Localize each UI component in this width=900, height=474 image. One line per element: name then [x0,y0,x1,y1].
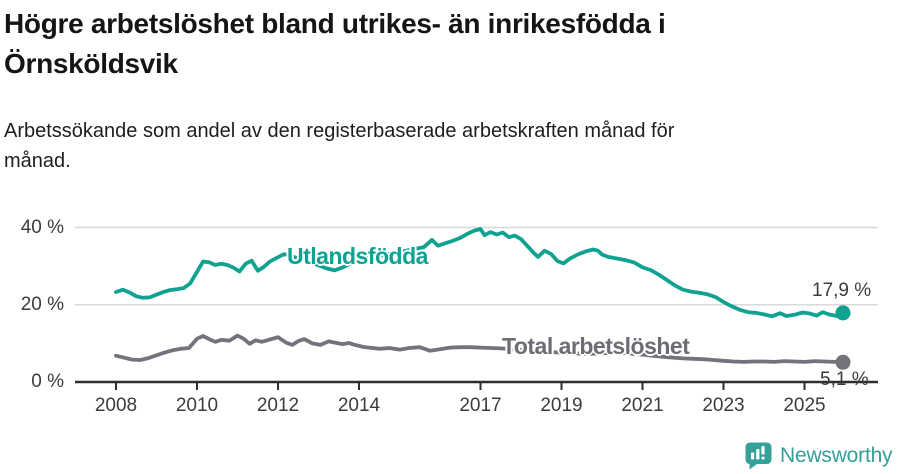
x-tick-label: 2008 [94,395,138,416]
series-line-total [114,333,845,365]
end-value-label-utlandsfodda: 17,9 % [812,280,872,301]
series-label-total: Total arbetslöshet [502,333,690,359]
chart-subtitle: Arbetssökande som andel av den registerb… [4,116,892,176]
series-label-utlandsfodda: Utlandsfödda [287,243,428,269]
x-tick-label: 2019 [540,395,583,416]
x-tick-label: 2010 [175,395,219,416]
y-tick-label: 20 % [20,293,64,315]
chart-subtitle-line1: Arbetssökande som andel av den registerb… [4,120,675,142]
chart-title-line2: Örnsköldsvik [4,48,178,79]
y-tick-label: 0 % [31,371,64,392]
chart-title: Högre arbetslöshet bland utrikes- än inr… [4,4,892,84]
chart-subtitle-line2: månad. [4,150,71,172]
series-end-dot-utlandsfodda [835,305,851,321]
newsworthy-logo-icon [745,442,772,470]
chart-title-line1: Högre arbetslöshet bland utrikes- än inr… [4,8,666,39]
x-tick-label: 2025 [783,395,826,416]
x-tick-label: 2021 [621,395,664,416]
newsworthy-brand: Newsworthy [745,442,893,470]
newsworthy-logo-text: Newsworthy [780,444,893,467]
series-line-utlandsfodda [114,227,845,319]
end-value-label-total: 5,1 % [820,369,869,390]
y-tick-label: 40 % [20,216,64,238]
x-tick-label: 2017 [459,395,502,416]
x-tick-label: 2023 [702,395,745,416]
x-tick-label: 2014 [337,395,381,416]
series-end-dot-total [835,354,851,370]
x-tick-label: 2012 [256,395,300,416]
